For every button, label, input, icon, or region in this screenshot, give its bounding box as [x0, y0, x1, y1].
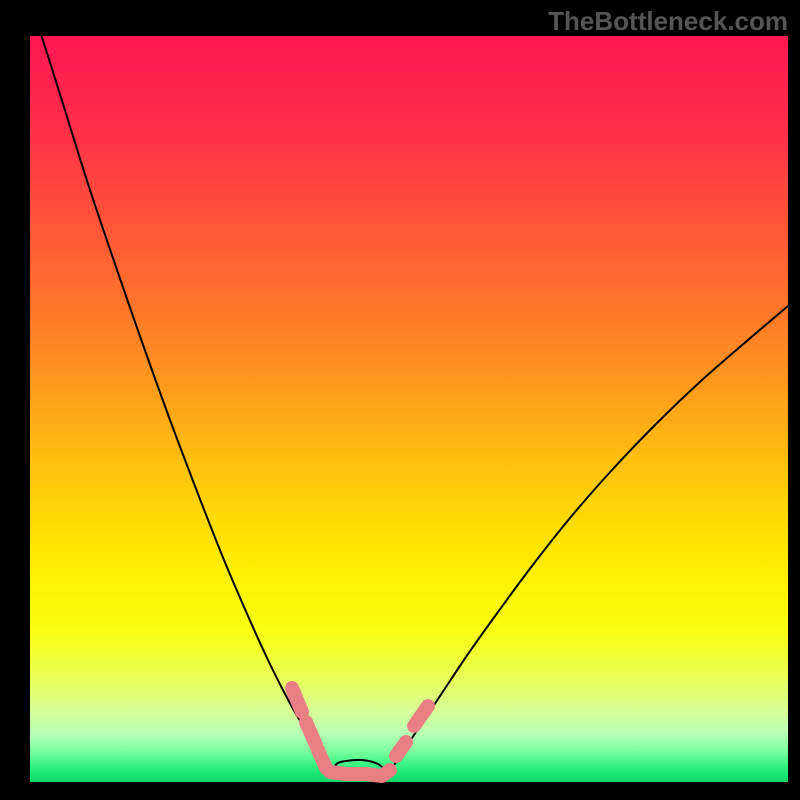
watermark-text: TheBottleneck.com	[548, 6, 788, 37]
bottleneck-chart: TheBottleneck.com	[0, 0, 800, 800]
highlight-segment-3	[330, 770, 390, 776]
chart-canvas	[0, 0, 800, 800]
plot-background	[30, 36, 788, 782]
